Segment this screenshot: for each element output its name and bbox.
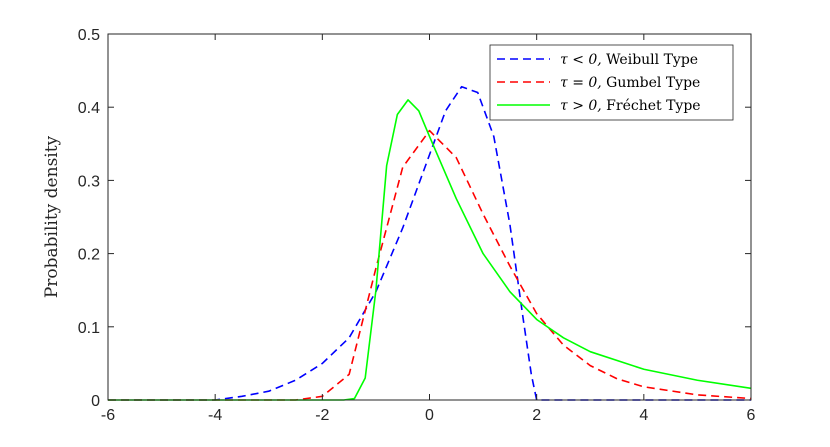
legend-label-2: τ > 0, Fréchet Type: [560, 98, 701, 114]
y-tick-label: 0.1: [78, 320, 100, 337]
y-tick-label: 0.5: [78, 27, 100, 44]
x-tick-label: 4: [639, 407, 648, 424]
legend-label-0: τ < 0, Weibull Type: [560, 52, 698, 68]
x-tick-label: 0: [425, 407, 434, 424]
y-tick-label: 0.3: [78, 173, 100, 190]
legend-entries: τ < 0, Weibull Type τ = 0, Gumbel Type τ >…: [497, 52, 701, 114]
y-tick-label: 0.2: [78, 247, 100, 264]
x-tick-label: -2: [315, 407, 329, 424]
y-axis-label: Probability density: [42, 135, 62, 298]
tick-layer: -6 -4 -2 0 2 4 6 0 0.1 0.2 0.3 0.4 0.5: [78, 27, 756, 424]
x-tick-label: 6: [747, 407, 756, 424]
x-tick-label: 2: [532, 407, 541, 424]
legend: τ < 0, Weibull Type τ = 0, Gumbel Type τ >…: [489, 44, 734, 121]
y-tick-label: 0: [91, 393, 100, 410]
y-tick-label: 0.4: [78, 100, 100, 117]
legend-label-1: τ = 0, Gumbel Type: [560, 75, 700, 91]
x-tick-label: -4: [208, 407, 222, 424]
series-line-1: [108, 129, 752, 401]
x-tick-label: -6: [101, 407, 115, 424]
series-line-2: [108, 99, 752, 401]
